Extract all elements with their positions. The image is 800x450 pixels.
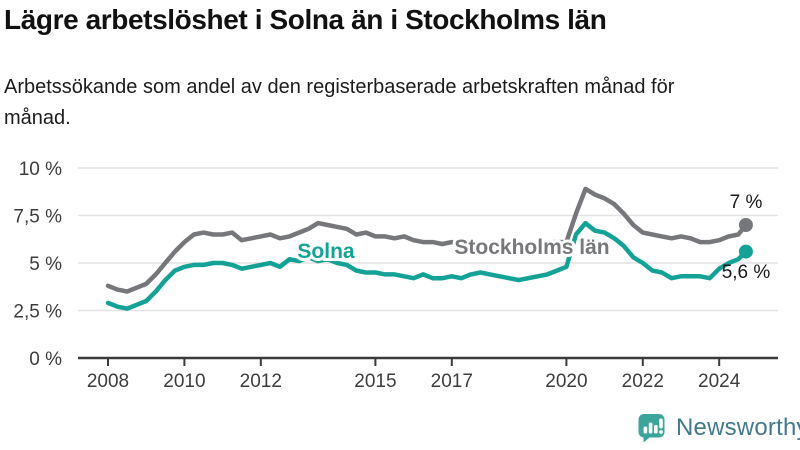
- y-tick-label: 5 %: [29, 254, 62, 275]
- x-tick-label: 2020: [545, 371, 587, 392]
- y-tick-label: 2,5 %: [13, 302, 62, 323]
- y-axis-labels: 0 % 2,5 % 5 % 7,5 % 10 %: [13, 159, 62, 370]
- stockholm-line: [105, 186, 749, 294]
- x-tick-label: 2024: [698, 371, 741, 392]
- solna-series-label: Solna: [297, 240, 354, 263]
- y-tick-label: 0 %: [29, 349, 62, 370]
- x-tick-label: 2022: [622, 371, 664, 392]
- x-tick-label: 2010: [163, 371, 205, 392]
- stockholm-end-dot: [738, 218, 753, 232]
- x-tick-label: 2008: [87, 371, 129, 392]
- x-tick-label: 2012: [240, 371, 282, 392]
- x-tick-label: 2017: [431, 371, 473, 392]
- x-tick-label: 2015: [354, 371, 396, 392]
- solna-end-value: 5,6 %: [722, 262, 771, 283]
- x-axis: 2008 2010 2012 2015 2017 2020 2022 2024: [87, 358, 741, 392]
- newsworthy-logo: Newsworthy: [636, 412, 800, 443]
- gridlines: [78, 167, 778, 360]
- newsworthy-wordmark: Newsworthy: [676, 413, 800, 441]
- stockholm-end-value: 7 %: [730, 192, 763, 213]
- page-title: Lägre arbetslöshet i Solna än i Stockhol…: [4, 4, 607, 35]
- stockholm-series-label: Stockholms län: [454, 236, 609, 259]
- y-tick-label: 7,5 %: [13, 207, 62, 228]
- y-tick-label: 10 %: [19, 159, 62, 180]
- newsworthy-chart-bubble-icon: [638, 414, 665, 443]
- solna-end-dot: [738, 244, 753, 259]
- solna-line: [105, 220, 749, 311]
- chart-subtitle: Arbetssökande som andel av den registerb…: [4, 76, 675, 129]
